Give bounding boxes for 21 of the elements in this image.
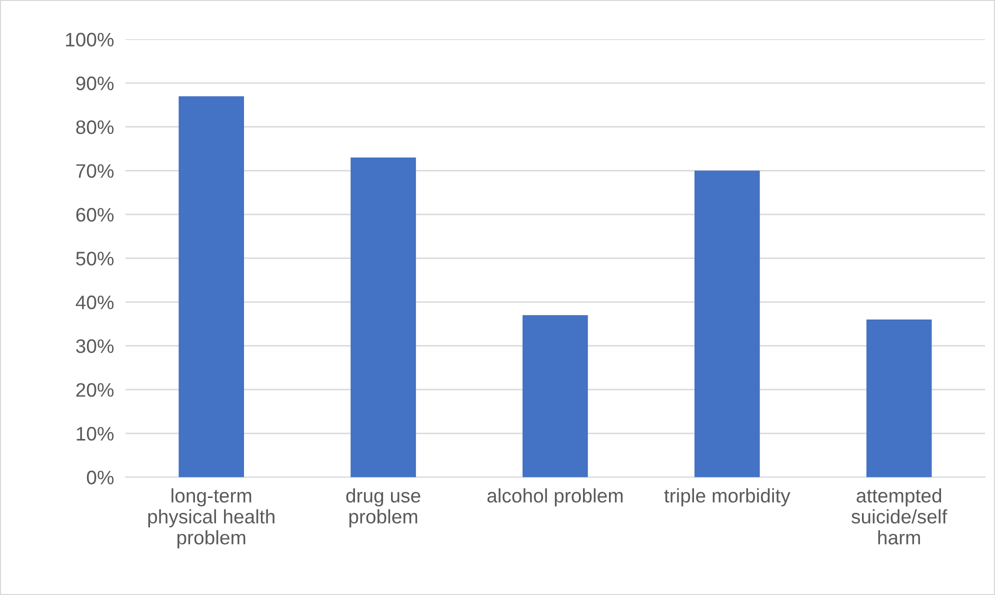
y-tick-label: 70% (76, 164, 114, 178)
bar (522, 315, 588, 478)
y-tick-label: 50% (76, 252, 114, 266)
y-tick-label: 90% (76, 76, 114, 90)
x-tick-label: attempted suicide/self harm (852, 488, 948, 544)
x-tick-label: alcohol problem (487, 488, 623, 506)
y-tick-label: 0% (86, 470, 114, 484)
x-tick-label: drug use problem (346, 488, 420, 528)
y-tick-label: 100% (66, 32, 114, 47)
y-tick-label: 60% (76, 208, 114, 222)
y-tick-label: 20% (76, 383, 114, 397)
x-tick-label: long-term physical health problem (148, 488, 274, 548)
bar (866, 320, 932, 478)
bar (694, 170, 760, 478)
y-tick-label: 80% (76, 120, 114, 134)
bar (178, 96, 244, 478)
bar (350, 158, 416, 478)
y-tick-label: 30% (76, 339, 114, 354)
y-tick-label: 10% (76, 426, 114, 441)
y-tick-label: 40% (76, 295, 114, 310)
x-tick-label: triple morbidity (664, 488, 790, 506)
